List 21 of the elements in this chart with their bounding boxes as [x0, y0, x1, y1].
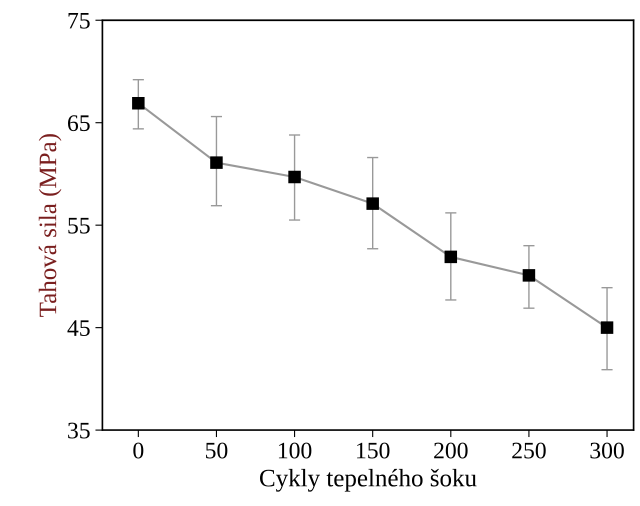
x-tick-label: 0: [133, 442, 144, 459]
x-tick-label: 300: [590, 442, 624, 459]
y-tick-label: 45: [67, 320, 90, 336]
y-tick-label: 75: [68, 12, 90, 29]
point: [132, 96, 145, 110]
point: [444, 250, 458, 264]
point: [366, 197, 379, 210]
point: [288, 170, 301, 184]
point: [210, 156, 223, 169]
y-axis-title: Tahová sila (MPa): [38, 134, 62, 317]
point: [522, 269, 536, 282]
x-tick-label: 100: [278, 442, 312, 459]
x-tick-label: 250: [512, 442, 546, 459]
y-tick-label: 65: [68, 115, 90, 132]
x-tick-label: 200: [434, 442, 468, 459]
y-tick-label: 55: [68, 218, 90, 234]
x-tick-label: 50: [206, 442, 228, 459]
x-tick-label: 150: [357, 442, 390, 459]
x-axis-title: Cykly tepelného šoku: [260, 468, 477, 492]
point: [600, 321, 614, 334]
y-tick-label: 35: [68, 422, 90, 439]
